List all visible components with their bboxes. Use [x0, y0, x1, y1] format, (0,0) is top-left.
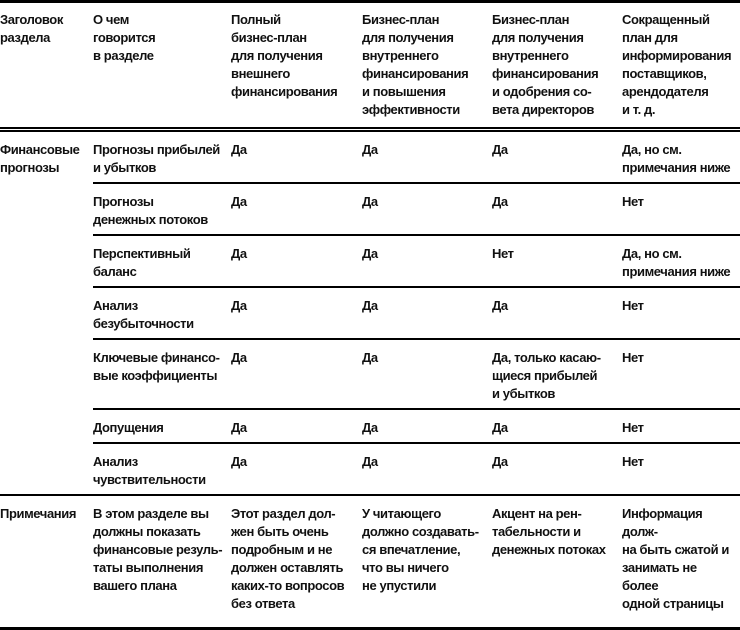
value-cell: Да: [362, 182, 492, 235]
value-cell: Нет: [622, 182, 740, 235]
row-name-balance-sheet: Перспективный баланс: [93, 234, 231, 287]
value-cell: Да: [492, 442, 622, 495]
header-full-plan: Полный бизнес-план для получения внешнег…: [231, 0, 362, 132]
header-section-contents: О чем говорится в разделе: [93, 0, 231, 132]
notes-cell-section-contents: В этом разделе вы должны показать финанс…: [93, 494, 231, 630]
value-cell: Да, но см. примечания ниже: [622, 142, 731, 175]
value-cell: Да: [492, 142, 508, 157]
value-cell: Нет: [492, 234, 622, 287]
header-row: Заголовок раздела О чем говорится в разд…: [0, 0, 740, 132]
table-row-balance-sheet: Перспективный баланс Да Да Нет Да, но см…: [0, 234, 740, 287]
section-label-financial-forecasts: Финансовые прогнозы: [0, 142, 80, 175]
table-row-profit-loss: Финансовые прогнозы Прогнозы прибылей и …: [0, 130, 740, 184]
value-cell: Да: [492, 286, 622, 339]
notes-cell-internal-financing-plan: У читающего должно создавать- ся впечатл…: [362, 494, 492, 630]
value-cell: Да: [231, 286, 362, 339]
value-cell: Да: [362, 338, 492, 409]
value-cell: Да: [231, 142, 247, 157]
value-cell: Да: [362, 442, 492, 495]
value-cell: Нет: [622, 338, 740, 409]
table-row-notes: Примечания В этом разделе вы должны пока…: [0, 494, 740, 630]
header-short-plan: Сокращенный план для информирования пост…: [622, 0, 740, 132]
table-row-breakeven: Анализ безубыточности Да Да Да Нет: [0, 286, 740, 339]
header-internal-financing-plan: Бизнес-план для получения внутреннего фи…: [362, 0, 492, 132]
value-cell: Да: [362, 142, 378, 157]
header-board-approval-plan: Бизнес-план для получения внутреннего фи…: [492, 0, 622, 132]
value-cell: Да: [231, 408, 362, 443]
table-row-cash-flow: Прогнозы денежных потоков Да Да Да Нет: [0, 182, 740, 235]
table-row-key-ratios: Ключевые финансо- вые коэффициенты Да Да…: [0, 338, 740, 409]
value-cell: Нет: [622, 442, 740, 495]
row-name-breakeven: Анализ безубыточности: [93, 286, 231, 339]
header-section-title: Заголовок раздела: [0, 0, 93, 132]
value-cell: Да: [231, 182, 362, 235]
notes-cell-board-approval-plan: Акцент на рен- табельности и денежных по…: [492, 494, 622, 630]
row-name-sensitivity: Анализ чувствительности: [93, 442, 231, 495]
value-cell: Нет: [622, 286, 740, 339]
row-name-profit-loss: Прогнозы прибылей и убытков: [93, 142, 220, 175]
table-row-sensitivity: Анализ чувствительности Да Да Да Нет: [0, 442, 740, 495]
value-cell: Да, но см. примечания ниже: [622, 234, 740, 287]
value-cell: Да: [362, 234, 492, 287]
value-cell: Да: [492, 408, 622, 443]
row-name-key-ratios: Ключевые финансо- вые коэффициенты: [93, 338, 231, 409]
value-cell: Да: [231, 338, 362, 409]
value-cell: Да: [231, 234, 362, 287]
value-cell: Да: [231, 442, 362, 495]
notes-cell-short-plan: Информация долж- на быть сжатой и занима…: [622, 494, 740, 630]
value-cell: Да: [362, 286, 492, 339]
notes-label: Примечания: [0, 494, 93, 630]
row-name-assumptions: Допущения: [93, 408, 231, 443]
table-row-assumptions: Допущения Да Да Да Нет: [0, 408, 740, 443]
row-name-cash-flow: Прогнозы денежных потоков: [93, 182, 231, 235]
value-cell: Да, только касаю- щиеся прибылей и убытк…: [492, 338, 622, 409]
value-cell: Да: [362, 408, 492, 443]
value-cell: Да: [492, 182, 622, 235]
notes-cell-full-plan: Этот раздел дол- жен быть очень подробны…: [231, 494, 362, 630]
value-cell: Нет: [622, 408, 740, 443]
